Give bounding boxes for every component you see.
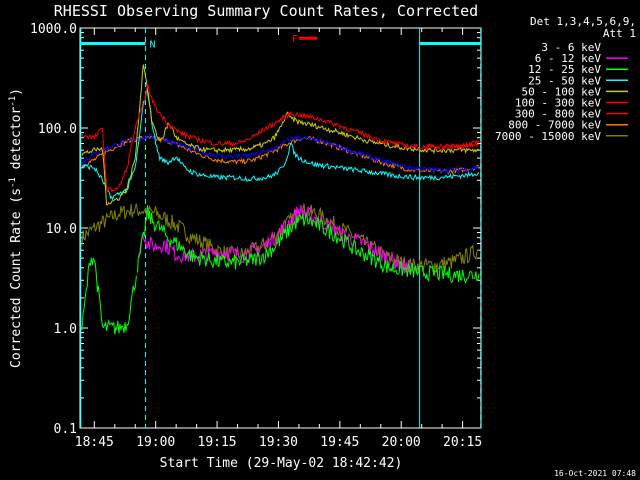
- legend-label: 7000 - 15000 keV: [495, 130, 601, 143]
- chart-title: RHESSI Observing Summary Count Rates, Co…: [54, 2, 478, 20]
- footer-date: 16-Oct-2021 07:48: [554, 469, 636, 478]
- y-tick-label: 10.0: [46, 222, 77, 237]
- plot-frame: [79, 27, 482, 429]
- legend-label: 50 - 100 keV: [522, 85, 602, 98]
- series-lines: [81, 64, 480, 338]
- x-tick-label: 20:15: [443, 435, 482, 450]
- x-axis-label: Start Time (29-May-02 18:42:42): [160, 456, 403, 471]
- legend-label: 3 - 6 keV: [541, 41, 601, 54]
- y-tick-label: 100.0: [38, 122, 77, 137]
- series-line: [81, 205, 480, 335]
- legend-label: 12 - 25 keV: [528, 63, 601, 76]
- x-axis-ticks: 18:45 19:00 19:15 19:30 19:45 20:00 20:15: [75, 28, 482, 450]
- observing-bars: [80, 36, 481, 45]
- x-tick-label: 19:00: [136, 435, 175, 450]
- legend-label: 300 - 800 keV: [515, 108, 601, 121]
- series-line: [81, 90, 480, 201]
- y-axis-label-sup2: -1: [8, 96, 18, 107]
- y-axis-label: Corrected Count Rate (s-1 detector-1): [8, 88, 24, 368]
- y-tick-label: 1.0: [54, 322, 77, 337]
- x-tick-label: 18:45: [75, 435, 114, 450]
- x-tick-label: 19:30: [259, 435, 298, 450]
- x-tick-label: 20:00: [382, 435, 421, 450]
- series-line: [81, 64, 480, 206]
- y-tick-label: 1000.0: [30, 22, 77, 37]
- legend-label: 100 - 300 keV: [515, 97, 601, 110]
- legend-label: 6 - 12 keV: [535, 52, 602, 65]
- x-tick-label: 19:45: [320, 435, 359, 450]
- y-axis-label-main: Corrected Count Rate (s: [9, 188, 24, 368]
- series-line: [81, 133, 480, 174]
- y-axis-ticks: 1000.0 100.0 10.0 1.0 0.1: [30, 22, 481, 437]
- legend-header-line-1: Det 1,3,4,5,6,9,: [530, 15, 636, 28]
- y-axis-label-mid: detector: [9, 107, 24, 178]
- y-axis-label-end: ): [9, 88, 24, 96]
- annotation-label: N: [150, 39, 156, 50]
- annotation-label: F: [292, 34, 298, 45]
- series-line: [126, 265, 406, 338]
- series-line: [138, 204, 414, 276]
- y-axis-label-sup1: -1: [8, 177, 18, 188]
- x-tick-label: 19:15: [198, 435, 237, 450]
- legend-label: 25 - 50 keV: [528, 74, 601, 87]
- legend-header-line-2: Att 1: [603, 27, 636, 40]
- y-tick-label: 0.1: [54, 422, 77, 437]
- series-line: [425, 141, 480, 150]
- legend-label: 800 - 7000 keV: [508, 119, 601, 132]
- series-line: [81, 83, 480, 193]
